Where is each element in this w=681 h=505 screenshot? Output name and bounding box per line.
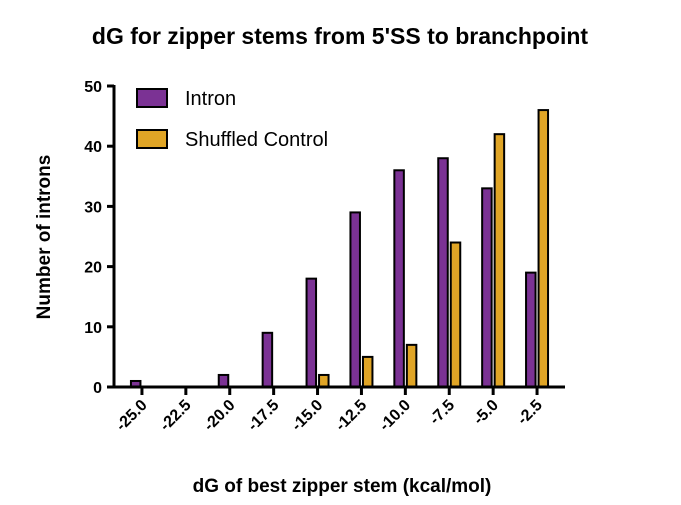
x-tick-label-8: -5.0 — [470, 397, 502, 429]
x-tick-label-7: -7.5 — [427, 397, 459, 429]
y-axis-label: Number of introns — [34, 155, 55, 320]
bar-shuffled-control-9 — [537, 109, 550, 389]
x-tick-label-1: -22.5 — [157, 397, 195, 435]
x-tick-label-5: -12.5 — [332, 397, 370, 435]
legend: Intron Shuffled Control — [136, 88, 328, 151]
x-tick-label-6: -10.0 — [376, 397, 414, 435]
legend-swatch-shuffled-control — [136, 129, 168, 149]
x-tick-label-0: -25.0 — [113, 397, 151, 435]
y-tick-label-40: 40 — [84, 139, 102, 156]
y-tick-label-20: 20 — [84, 260, 102, 277]
bar-shuffled-control-8 — [493, 133, 506, 388]
bar-intron-5 — [349, 211, 361, 388]
bar-shuffled-control-5 — [361, 355, 374, 388]
y-tick-label-0: 0 — [93, 380, 102, 397]
y-tick-label-10: 10 — [84, 320, 102, 337]
bar-intron-4 — [305, 277, 318, 389]
bar-shuffled-control-7 — [449, 241, 462, 388]
legend-swatch-intron — [136, 88, 168, 108]
bar-intron-9 — [525, 271, 537, 388]
bar-intron-7 — [437, 157, 449, 388]
bar-intron-8 — [481, 187, 493, 388]
x-axis-label: dG of best zipper stem (kcal/mol) — [193, 476, 492, 497]
x-tick-label-9: -2.5 — [514, 397, 546, 429]
x-tick-label-2: -20.0 — [201, 397, 239, 435]
bar-shuffled-control-4 — [318, 373, 330, 388]
bars-layer — [129, 109, 550, 389]
y-tick-label-50: 50 — [84, 79, 102, 96]
chart-title: dG for zipper stems from 5'SS to branchp… — [92, 23, 589, 49]
x-tick-label-3: -17.5 — [245, 397, 283, 435]
bar-shuffled-control-6 — [405, 343, 418, 388]
legend-label-shuffled-control: Shuffled Control — [185, 129, 328, 151]
bar-intron-6 — [393, 169, 405, 388]
bar-intron-2 — [217, 373, 230, 388]
y-tick-label-30: 30 — [84, 199, 102, 216]
bar-intron-3 — [261, 331, 274, 389]
legend-label-intron: Intron — [185, 88, 236, 110]
x-tick-label-4: -15.0 — [289, 397, 327, 435]
